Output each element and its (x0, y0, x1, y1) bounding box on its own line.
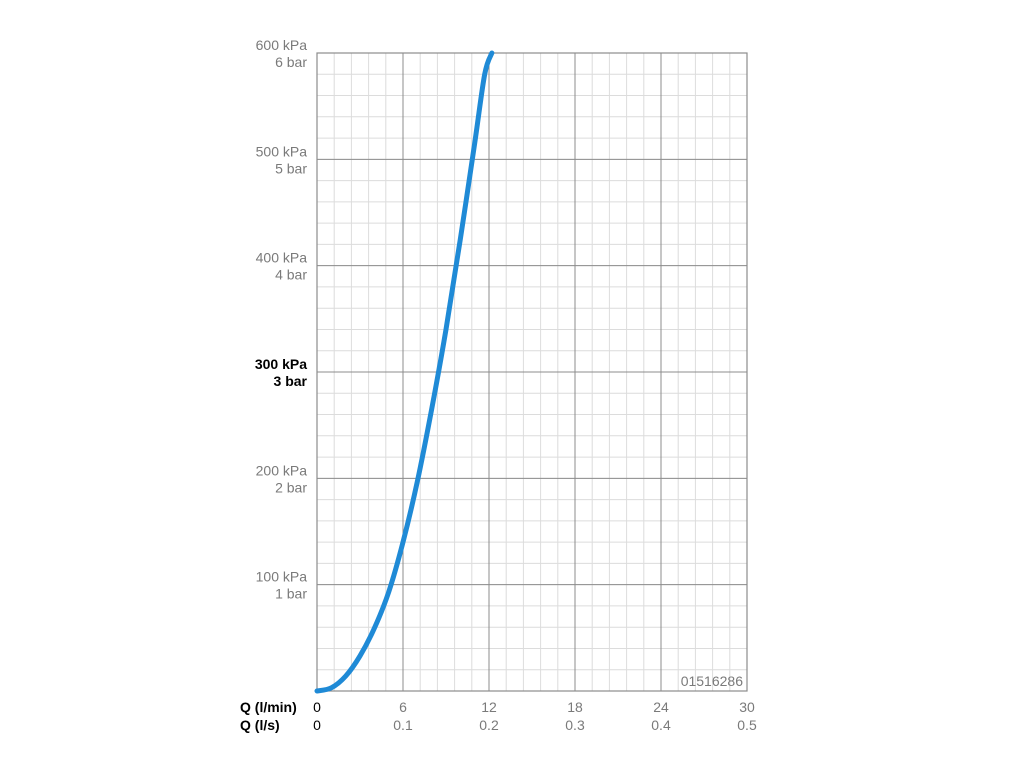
x-tick-label-lmin: 30 (739, 699, 755, 715)
y-tick-label-kpa: 500 kPa (256, 143, 308, 159)
x-tick-label-ls: 0.4 (651, 717, 671, 733)
y-tick-label-kpa: 600 kPa (256, 37, 308, 53)
x-tick-label-ls: 0.2 (479, 717, 499, 733)
grid-major (316, 52, 748, 692)
x-axis-labels: Q (l/min) Q (l/s) 0 0 6 0.1 12 0.2 18 0.3 24 0.4 30 0… (240, 699, 757, 733)
y-tick-label-bar: 2 bar (275, 479, 307, 495)
y-tick-label-kpa: 100 kPa (256, 569, 308, 585)
y-tick-label-kpa: 200 kPa (256, 462, 308, 478)
x-tick-label-lmin: 12 (481, 699, 497, 715)
series-line (314, 50, 495, 694)
x-axis-title-ls: Q (l/s) (240, 717, 280, 733)
y-tick-label-bar: 1 bar (275, 586, 307, 602)
x-tick-label-lmin: 6 (399, 699, 407, 715)
product-code: 01516286 (681, 673, 744, 689)
x-tick-label-ls: 0.1 (393, 717, 413, 733)
x-tick-label-ls: 0 (313, 717, 321, 733)
y-tick-label-kpa: 300 kPa (255, 356, 307, 372)
x-tick-label-ls: 0.3 (565, 717, 585, 733)
x-axis-title-lmin: Q (l/min) (240, 699, 297, 715)
x-tick-label-lmin: 18 (567, 699, 583, 715)
x-tick-label-lmin: 0 (313, 699, 321, 715)
y-tick-label-bar: 6 bar (275, 54, 307, 70)
series-layer (314, 50, 495, 694)
y-tick-label-kpa: 400 kPa (256, 250, 308, 266)
y-tick-label-bar: 3 bar (274, 373, 308, 389)
y-tick-label-bar: 4 bar (275, 267, 307, 283)
plot-frame (316, 52, 748, 692)
x-tick-label-ls: 0.5 (737, 717, 757, 733)
y-tick-label-bar: 5 bar (275, 160, 307, 176)
x-tick-label-lmin: 24 (653, 699, 669, 715)
